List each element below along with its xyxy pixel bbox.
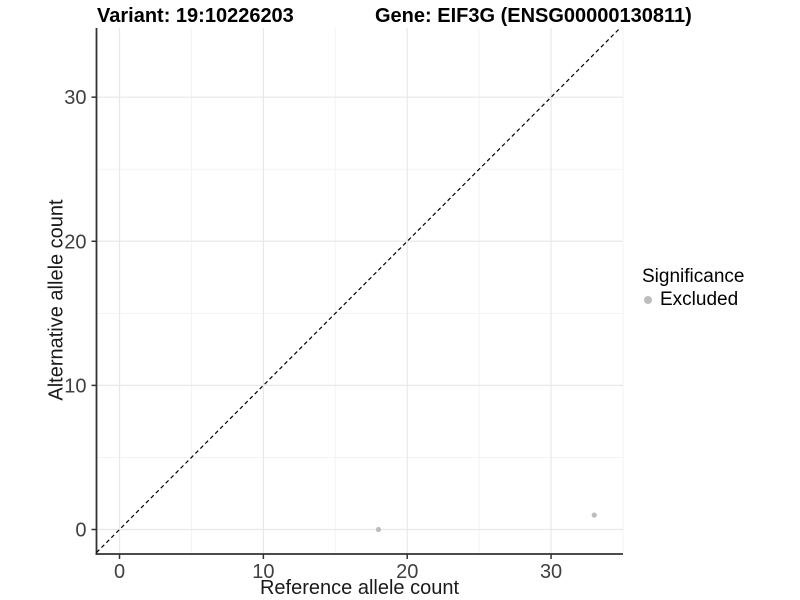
data-point — [591, 512, 597, 518]
legend-entries: Excluded — [642, 288, 744, 311]
x-tick-label: 20 — [396, 561, 418, 583]
x-tick-label: 30 — [540, 561, 562, 583]
data-point — [375, 526, 382, 533]
y-tick-label: 30 — [64, 87, 86, 109]
x-axis-label: Reference allele count — [259, 577, 459, 599]
legend-point-icon — [644, 295, 652, 304]
y-tick-label: 20 — [64, 231, 86, 253]
legend-entry-label: Excluded — [660, 288, 739, 310]
y-axis-label: Alternative allele count — [45, 199, 68, 401]
y-tick-label: 0 — [75, 520, 86, 542]
x-tick-label: 0 — [114, 561, 125, 583]
y-tick-label: 10 — [64, 375, 86, 397]
legend-entry: Excluded — [642, 288, 744, 311]
identity-line — [96, 27, 621, 553]
legend-title: Significance — [642, 266, 745, 287]
chart-title-variant: Variant: 19:10226203 — [97, 5, 294, 27]
chart-title-gene: Gene: EIF3G (ENSG00000130811) — [375, 5, 692, 27]
legend: Significance Excluded — [642, 265, 744, 311]
x-tick-label: 10 — [252, 561, 274, 583]
